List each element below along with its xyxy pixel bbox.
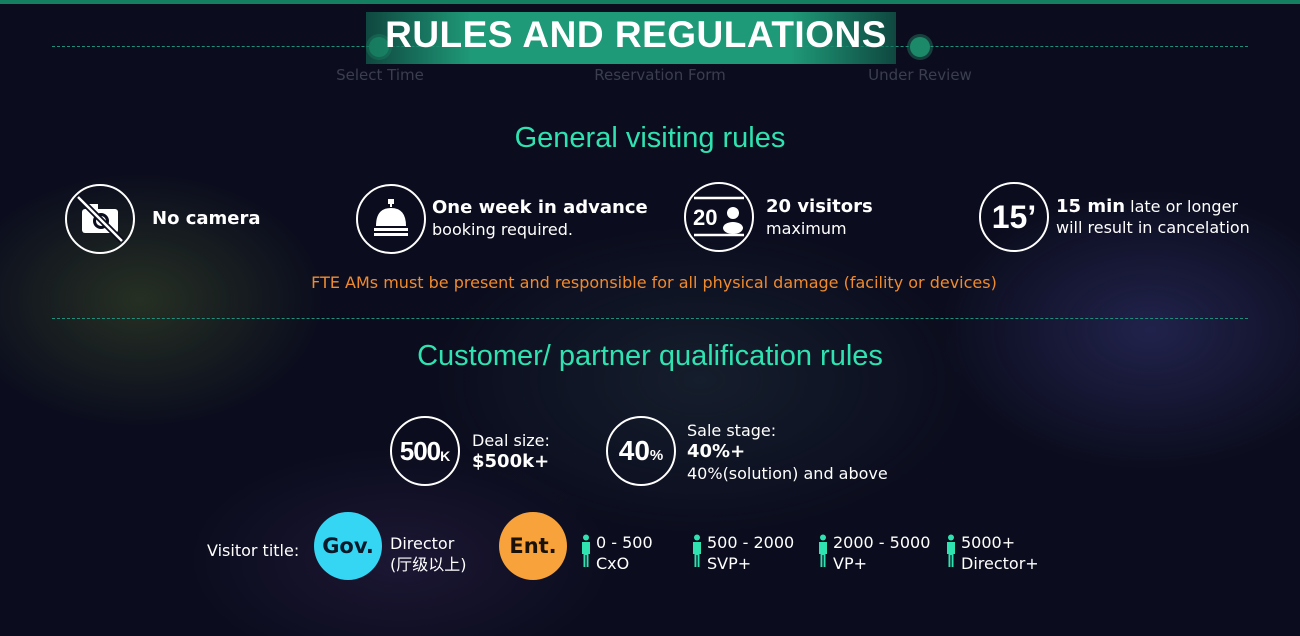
tier-4-range: 5000+ <box>961 533 1016 552</box>
rule-visitors-text: maximum <box>766 219 847 238</box>
top-accent-line <box>0 0 1300 4</box>
tier-4-title: Director+ <box>961 554 1039 573</box>
rule-late-text: will result in cancelation <box>1056 218 1250 237</box>
step-dot-3 <box>910 37 930 57</box>
sale-stage-value: 40%+ <box>687 441 746 462</box>
rule-visitors: 20 visitors maximum <box>766 196 966 239</box>
stage-icon-number: 40 <box>618 435 650 466</box>
rule-advance-booking: One week in advance booking required. <box>432 197 662 240</box>
tier-2: 500 - 2000 SVP+ <box>707 532 794 574</box>
rule-no-camera-text: No camera <box>152 208 261 229</box>
deal-size: Deal size: $500k+ <box>472 430 550 473</box>
fte-note: FTE AMs must be present and responsible … <box>311 273 997 292</box>
person-icon <box>945 534 957 568</box>
section-divider <box>52 318 1248 319</box>
step-under-review: Under Review <box>868 66 972 84</box>
timer-icon-text: 15’ <box>991 198 1037 235</box>
page-title: RULES AND REGULATIONS <box>385 14 887 55</box>
general-rules-title: General visiting rules <box>514 122 786 154</box>
step-select-time: Select Time <box>336 66 424 84</box>
deal-icon-number: 500 <box>399 435 441 466</box>
visitor-title-label: Visitor title: <box>207 541 300 560</box>
deal-size-value: $500k+ <box>472 451 550 472</box>
rule-late-suffix: late or longer <box>1125 197 1239 216</box>
tier-1: 0 - 500 CxO <box>596 532 653 574</box>
person-icon <box>691 534 703 568</box>
sale-stage-detail: 40%(solution) and above <box>687 464 888 483</box>
person-icon <box>580 534 592 568</box>
title-banner <box>366 12 896 64</box>
tier-1-title: CxO <box>596 554 630 573</box>
gov-line1: Director <box>390 534 455 553</box>
tier-1-range: 0 - 500 <box>596 533 653 552</box>
visitors-icon-number: 20 <box>693 205 718 230</box>
tier-3-title: VP+ <box>833 554 867 573</box>
qualification-title: Customer/ partner qualification rules <box>417 340 883 372</box>
deal-size-label: Deal size: <box>472 431 550 450</box>
gov-line2: (厅级以上) <box>390 555 467 574</box>
tier-2-range: 500 - 2000 <box>707 533 795 552</box>
rule-visitors-bold: 20 visitors <box>766 196 873 217</box>
ent-badge: Ent. <box>499 512 567 580</box>
sale-stage-icon: 40% <box>606 416 676 486</box>
rule-advance-text: booking required. <box>432 220 573 239</box>
rule-late-bold: 15 min <box>1056 196 1126 217</box>
gov-requirement: Director (厅级以上) <box>390 533 467 575</box>
sale-stage: Sale stage: 40%+ 40%(solution) and above <box>687 420 888 484</box>
gov-badge: Gov. <box>314 512 382 580</box>
rule-late: 15 min late or longer will result in can… <box>1056 196 1296 238</box>
no-camera-icon <box>65 184 135 254</box>
person-icon <box>817 534 829 568</box>
stage-icon-unit: % <box>649 446 664 464</box>
deal-icon-unit: K <box>440 448 451 464</box>
timer-icon: 15’ <box>979 182 1049 252</box>
bell-icon <box>356 184 426 254</box>
deal-size-icon: 500 K <box>390 416 460 486</box>
tier-4: 5000+ Director+ <box>961 532 1039 574</box>
rule-advance-bold: One week in advance <box>432 197 648 218</box>
sale-stage-label: Sale stage: <box>687 421 777 440</box>
tier-2-title: SVP+ <box>707 554 752 573</box>
tier-3-range: 2000 - 5000 <box>833 533 931 552</box>
step-reservation-form: Reservation Form <box>594 66 726 84</box>
tier-3: 2000 - 5000 VP+ <box>833 532 930 574</box>
visitors-icon <box>684 182 754 252</box>
